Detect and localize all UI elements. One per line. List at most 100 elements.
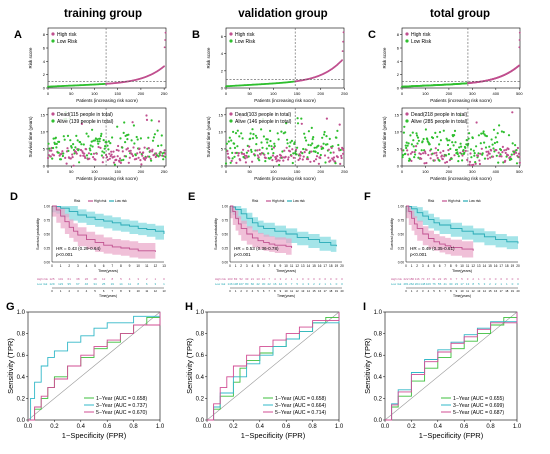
risk-table-cell: 1 [330,282,332,286]
status-point [94,158,97,161]
status-point [253,154,256,157]
status-point [250,148,253,151]
status-point [121,150,124,153]
y-axis-label: Survival probability [390,218,394,250]
column-title-total: total group [430,8,490,20]
risk-table-cell: 60 [251,282,255,286]
plot-frame [401,107,521,167]
y-tick-label: 0.8 [17,332,26,338]
status-point [312,136,315,139]
risk-table-cell: 11 [128,282,131,286]
status-point [472,163,475,166]
status-point [88,157,91,160]
status-point [501,151,504,154]
status-point [311,142,314,145]
risk-table-row-label: High risk [215,277,226,281]
x-tick-label: 3 [246,264,248,268]
risk-table-cell: 76 [432,282,436,286]
risk-table-x-tick: 2 [416,289,418,293]
risk-table-x-tick: 13 [477,289,481,293]
x-tick-label: 0.8 [129,424,138,430]
y-tick-label: 0 [43,86,46,91]
status-point [272,152,275,155]
risk-table-x-tick: 12 [472,289,476,293]
status-point [300,122,303,125]
column-title-training: training group [64,8,142,20]
status-point [332,151,335,154]
risk-table-row-label: High risk [391,277,402,281]
x-tick-label: 0.4 [434,424,443,430]
risk-point [341,59,343,61]
risk-table-x-tick: 0 [51,289,53,293]
status-point [300,117,303,120]
risk-table-x-tick: 3 [246,289,248,293]
y-tick-label: 5 [397,146,400,151]
status-point [433,159,436,162]
status-point [479,152,482,155]
status-point [90,153,93,156]
status-point [101,150,104,153]
risk-table-cell: 4 [129,277,131,281]
status-point [412,139,415,142]
status-point [224,162,228,165]
x-tick-label: 3 [422,264,424,268]
risk-table-cell: 0 [517,282,519,286]
risk-point [342,31,345,34]
x-tick-label: 8 [120,264,122,268]
x-tick-label: 1 [60,264,62,268]
status-point [118,157,122,160]
risk-table-cell: 107 [239,282,244,286]
status-point [105,155,109,159]
status-point [242,152,246,156]
y-axis-label: Survival time (years) [206,116,211,158]
status-point [241,137,244,140]
risk-table-cell: 1 [500,282,502,286]
status-point [426,138,429,141]
status-point [241,152,244,155]
status-point [514,144,517,147]
status-point [89,149,92,152]
x-tick-label: 100 [91,169,98,174]
status-point [98,137,102,140]
risk-table-cell: 281 [403,282,408,286]
y-tick-label: 0.4 [196,375,205,381]
status-point [271,154,274,157]
status-point [91,128,94,131]
status-point [496,132,499,135]
status-point [285,146,288,149]
status-point [252,133,255,136]
status-point [456,152,459,156]
x-tick-label: 0 [229,264,231,268]
ci-band-high [230,206,292,255]
status-point [409,134,412,137]
status-point [157,120,161,123]
roc-panel-I: I 0.00.0 0.2 0.2 0.4 0.4 0.6 0.6 0.8 0.8 1.0 1.0 Sen… [363,301,522,440]
status-point [515,149,518,152]
legend-label: Low risk [115,199,127,203]
x-tick-label: 100 [422,91,429,96]
x-tick-label: 250 [161,91,168,96]
status-point [475,121,478,124]
status-point [504,159,507,162]
status-point [518,161,521,164]
status-point [291,161,294,165]
status-point [415,134,419,137]
diagonal-reference [27,311,161,421]
roc-curve [28,312,161,421]
status-point [158,154,162,157]
status-point [284,155,287,158]
x-tick-label: 8 [450,264,452,268]
status-point [461,154,464,157]
status-point [325,135,328,138]
status-point [423,150,427,153]
status-point [107,148,110,151]
y-tick-label: 10 [395,129,400,134]
risk-table-cell: 125 [49,277,54,281]
status-point [229,161,232,164]
y-axis-label: Risk score [206,47,211,69]
status-point [72,164,75,167]
x-tick-label: 150 [114,169,121,174]
status-point [438,131,442,134]
status-point [251,137,255,140]
y-tick-label: 15 [41,112,46,117]
